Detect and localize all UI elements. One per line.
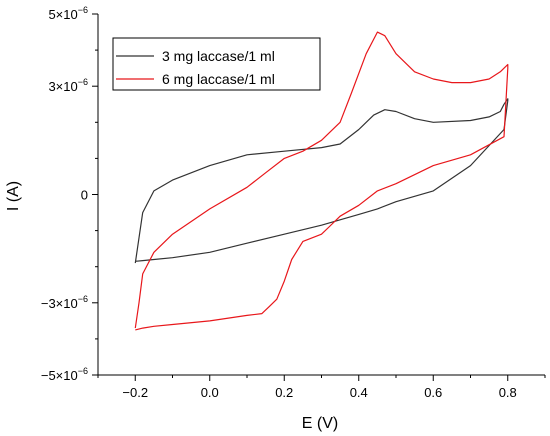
- legend-label-1: 3 mg laccase/1 ml: [162, 48, 275, 64]
- series-line-1: [134, 98, 509, 264]
- legend-box: [112, 37, 321, 91]
- plot-lines: [134, 31, 509, 331]
- y-tick-label: −3×10−6: [41, 294, 88, 311]
- x-axis-title: E (V): [302, 415, 338, 432]
- y-tick-label: 3×10−6: [48, 77, 88, 94]
- x-tick-label: 0.8: [499, 385, 517, 400]
- y-tick-label: −5×10−6: [41, 366, 88, 383]
- legend: 3 mg laccase/1 ml 6 mg laccase/1 ml: [112, 37, 321, 91]
- y-tick-label: 5×10−6: [48, 5, 88, 22]
- x-tick-label: −0.2: [122, 385, 148, 400]
- x-tick-label: 0.4: [350, 385, 368, 400]
- y-tick-label: 0: [81, 188, 88, 203]
- x-tick-label: 0.6: [424, 385, 442, 400]
- series-line-2: [134, 31, 509, 331]
- x-tick-label: 0.2: [275, 385, 293, 400]
- legend-label-2: 6 mg laccase/1 ml: [162, 71, 275, 87]
- y-axis-title: I (A): [5, 181, 22, 211]
- x-tick-label: 0.0: [201, 385, 219, 400]
- ticks: −0.2 0.0 0.2 0.4 0.6 0.8 −5×10−6 −3×10−6 0 3×10−6…: [41, 5, 546, 400]
